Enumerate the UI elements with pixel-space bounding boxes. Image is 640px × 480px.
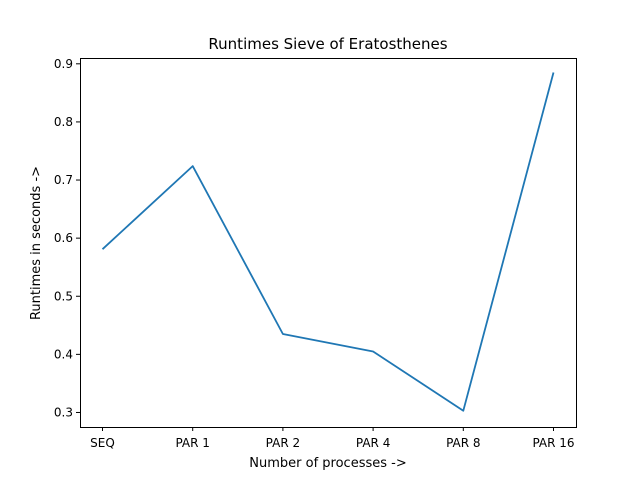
series-line xyxy=(101,72,555,412)
x-axis-label: Number of processes -> xyxy=(249,456,406,471)
x-tick-label: PAR 2 xyxy=(266,436,300,450)
axis-ticks: SEQ PAR 1 PAR 2 PAR 4 PAR 8 PAR 16 0.3 0.4 0.5 0.… xyxy=(54,57,575,450)
x-tick-label: PAR 4 xyxy=(356,436,390,450)
x-tick-label: PAR 8 xyxy=(446,436,480,450)
series-layer xyxy=(101,72,555,412)
chart-title: Runtimes Sieve of Eratosthenes xyxy=(208,35,447,53)
y-tick-label: 0.3 xyxy=(54,405,73,419)
x-tick-label: PAR 16 xyxy=(532,436,574,450)
y-tick-label: 0.7 xyxy=(54,173,73,187)
y-tick-label: 0.8 xyxy=(54,115,73,129)
plot-area-frame xyxy=(80,58,577,428)
x-tick-label: PAR 1 xyxy=(175,436,209,450)
y-tick-label: 0.9 xyxy=(54,57,73,71)
y-tick-label: 0.6 xyxy=(54,231,73,245)
y-tick-label: 0.5 xyxy=(54,289,73,303)
y-tick-label: 0.4 xyxy=(54,347,73,361)
y-axis-label: Runtimes in seconds -> xyxy=(29,166,44,320)
x-tick-label: SEQ xyxy=(90,436,115,450)
